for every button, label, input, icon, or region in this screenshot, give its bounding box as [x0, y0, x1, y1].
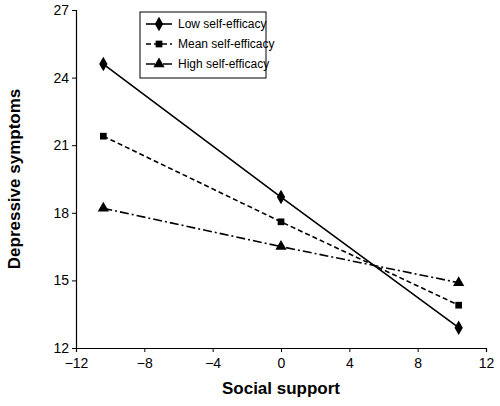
tick: 27	[53, 2, 76, 18]
data-point	[98, 202, 109, 212]
legend: Low self-efficacy Mean self-efficacy High …	[140, 12, 275, 78]
y-axis: 12 15 18 21 24 27	[53, 2, 76, 356]
x-axis: −12 −8 −4 0 4 8 12	[65, 348, 495, 371]
tick-mark	[144, 348, 145, 352]
tick-mark	[349, 348, 350, 352]
tick-mark	[213, 348, 214, 352]
tick-label: −12	[65, 355, 89, 371]
data-point	[99, 57, 107, 71]
legend-label: Low self-efficacy	[178, 17, 266, 31]
tick: 12	[479, 348, 495, 371]
tick: 0	[278, 348, 286, 371]
legend-symbol	[155, 17, 163, 31]
data-point	[278, 218, 285, 225]
tick-mark	[72, 213, 76, 214]
tick-mark	[72, 280, 76, 281]
tick: 4	[346, 348, 354, 371]
tick: −8	[137, 348, 153, 371]
tick-label: 15	[53, 272, 69, 288]
tick-mark	[72, 10, 76, 11]
legend-label: Mean self-efficacy	[178, 37, 275, 51]
legend-label: High self-efficacy	[178, 57, 269, 71]
data-point	[453, 276, 464, 286]
data-point	[275, 240, 286, 250]
data-point	[455, 302, 462, 309]
tick: 21	[53, 137, 76, 153]
tick-label: 24	[53, 70, 69, 86]
tick: 18	[53, 205, 76, 221]
tick-label: 12	[53, 340, 69, 356]
series-line	[103, 64, 458, 328]
legend-symbol	[153, 57, 164, 67]
series-line	[103, 136, 458, 305]
tick-mark	[486, 348, 487, 352]
tick-label: 8	[414, 355, 422, 371]
data-point	[277, 190, 285, 204]
tick: 8	[414, 348, 422, 371]
axis-line	[77, 349, 487, 353]
tick-label: −4	[205, 355, 221, 371]
tick: −4	[205, 348, 221, 371]
legend-symbol	[156, 41, 163, 48]
tick: 12	[53, 340, 76, 356]
tick: 24	[53, 70, 76, 86]
axis-line	[72, 11, 77, 349]
tick-mark	[418, 348, 419, 352]
tick-mark	[72, 348, 76, 349]
x-axis-title: Social support	[222, 379, 340, 398]
data-layer	[98, 57, 465, 335]
plot: −12 −8 −4 0 4 8 12 12 15 18 21 24 27 Low self-efficac…	[53, 2, 494, 371]
tick-label: 4	[346, 355, 354, 371]
tick-label: 27	[53, 2, 69, 18]
tick-mark	[281, 348, 282, 352]
data-point	[100, 133, 107, 140]
tick-label: −8	[137, 355, 153, 371]
tick-mark	[72, 145, 76, 146]
tick-mark	[72, 78, 76, 79]
chart: −12 −8 −4 0 4 8 12 12 15 18 21 24 27 Low self-efficac…	[0, 0, 500, 406]
tick-label: 18	[53, 205, 69, 221]
tick-label: 0	[278, 355, 286, 371]
y-axis-title: Depressive symptoms	[5, 89, 24, 269]
tick-label: 12	[479, 355, 495, 371]
data-point	[455, 321, 463, 335]
tick-label: 21	[53, 137, 69, 153]
series-line	[103, 208, 458, 282]
tick: 15	[53, 272, 76, 288]
